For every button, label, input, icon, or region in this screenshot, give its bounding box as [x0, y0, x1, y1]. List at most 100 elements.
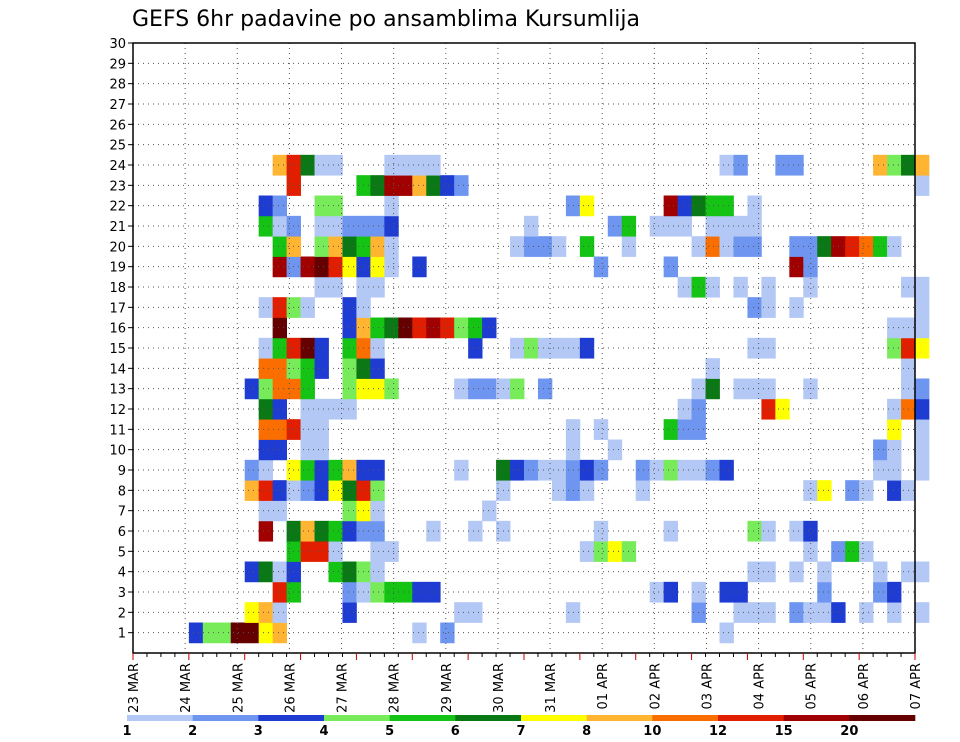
heatmap-cell	[300, 378, 315, 400]
heatmap-cell	[272, 358, 287, 379]
heatmap-cell	[537, 236, 553, 257]
heatmap-cell	[663, 215, 678, 237]
heatmap-cell	[887, 439, 902, 461]
colorbar-label: 12	[709, 724, 727, 739]
heatmap-cell	[328, 459, 343, 481]
y-tick-label: 27	[109, 98, 126, 113]
y-tick-label: 17	[109, 301, 126, 316]
heatmap-cell	[719, 459, 734, 481]
colorbar-swatch	[455, 715, 522, 721]
heatmap-cell	[649, 215, 665, 237]
colorbar-swatch	[324, 715, 390, 721]
colorbar-swatch	[521, 715, 587, 721]
heatmap-cell	[398, 581, 413, 603]
colorbar-swatch	[258, 715, 325, 721]
y-tick-label: 2	[118, 606, 126, 621]
heatmap-cell	[342, 500, 357, 522]
heatmap-cell	[384, 195, 399, 217]
heatmap-cell	[300, 297, 315, 318]
heatmap-cell	[551, 236, 567, 257]
heatmap-cell	[915, 439, 930, 461]
heatmap-cell	[272, 398, 287, 420]
heatmap-cell	[342, 317, 357, 339]
heatmap-cell	[845, 236, 860, 257]
heatmap-cell	[593, 419, 609, 440]
heatmap-cell	[482, 500, 497, 522]
heatmap-cell	[258, 378, 274, 400]
heatmap-cell	[747, 602, 762, 623]
heatmap-cell	[272, 581, 287, 603]
heatmap-cell	[915, 276, 930, 298]
heatmap-cells	[188, 154, 930, 644]
heatmap-cell	[370, 337, 385, 359]
y-tick-label: 29	[109, 57, 126, 72]
colorbar-legend: 1 2 3 4 5 6 7 8 10 12 15 20	[122, 715, 916, 739]
heatmap-cell	[733, 236, 748, 257]
heatmap-cell	[593, 256, 609, 278]
heatmap-cell	[398, 317, 413, 339]
y-tick-label: 11	[109, 423, 126, 438]
y-tick-label: 3	[118, 586, 126, 601]
heatmap-cell	[370, 520, 385, 542]
heatmap-cell	[873, 581, 888, 603]
heatmap-cell	[747, 337, 762, 359]
heatmap-cell	[244, 378, 260, 400]
heatmap-cell	[887, 419, 902, 440]
heatmap-cell	[733, 378, 748, 400]
y-tick-label: 26	[109, 118, 126, 133]
heatmap-cell	[705, 195, 720, 217]
y-tick-label: 30	[109, 37, 126, 52]
colorbar-swatch	[849, 715, 916, 721]
y-tick-label: 25	[109, 139, 126, 154]
heatmap-cell	[440, 317, 455, 339]
x-axis: 23 MAR 24 MAR 25 MAR 26 MAR 27 MAR 28 MAR 29 M…	[127, 653, 924, 713]
heatmap-cell	[272, 378, 287, 400]
y-tick-label: 20	[109, 240, 126, 255]
heatmap-cell	[803, 541, 818, 562]
heatmap-cell	[747, 378, 762, 400]
heatmap-cell	[663, 581, 678, 603]
heatmap-cell	[314, 358, 329, 379]
y-tick-label: 19	[109, 261, 126, 276]
colorbar-label: 8	[582, 724, 591, 739]
colorbar-label: 3	[254, 724, 263, 739]
heatmap-cell	[342, 215, 357, 237]
y-tick-label: 22	[109, 200, 126, 215]
heatmap-cell	[328, 276, 343, 298]
heatmap-cell	[803, 520, 818, 542]
colorbar-swatch	[586, 715, 653, 721]
heatmap-cell	[887, 602, 902, 623]
heatmap-cell	[705, 276, 720, 298]
heatmap-cell	[817, 480, 832, 501]
heatmap-cell	[272, 337, 287, 359]
heatmap-cell	[370, 480, 385, 501]
heatmap-cell	[887, 398, 902, 420]
heatmap-cell	[412, 317, 427, 339]
heatmap-cell	[803, 236, 818, 257]
heatmap-cell	[300, 480, 315, 501]
heatmap-cell	[314, 439, 329, 461]
heatmap-cell	[551, 337, 567, 359]
heatmap-cell	[817, 581, 832, 603]
colorbar-label: 10	[643, 724, 661, 739]
heatmap-cell	[677, 398, 692, 420]
heatmap-cell	[510, 378, 525, 400]
heatmap-cell	[272, 195, 287, 217]
heatmap-cell	[663, 195, 678, 217]
heatmap-cell	[747, 561, 762, 583]
x-tick-label: 28 MAR	[388, 663, 403, 713]
heatmap-cell	[803, 480, 818, 501]
heatmap-cell	[524, 215, 539, 237]
heatmap-cell	[370, 561, 385, 583]
y-tick-label: 9	[118, 464, 126, 479]
heatmap-cell	[537, 378, 553, 400]
heatmap-cell	[510, 459, 525, 481]
heatmap-cell	[719, 215, 734, 237]
heatmap-cell	[579, 337, 595, 359]
x-tick-label: 31 MAR	[544, 663, 559, 713]
heatmap-cell	[887, 480, 902, 501]
heatmap-cell	[705, 459, 720, 481]
heatmap-cell	[328, 561, 343, 583]
heatmap-cell	[663, 459, 678, 481]
heatmap-cell	[370, 500, 385, 522]
